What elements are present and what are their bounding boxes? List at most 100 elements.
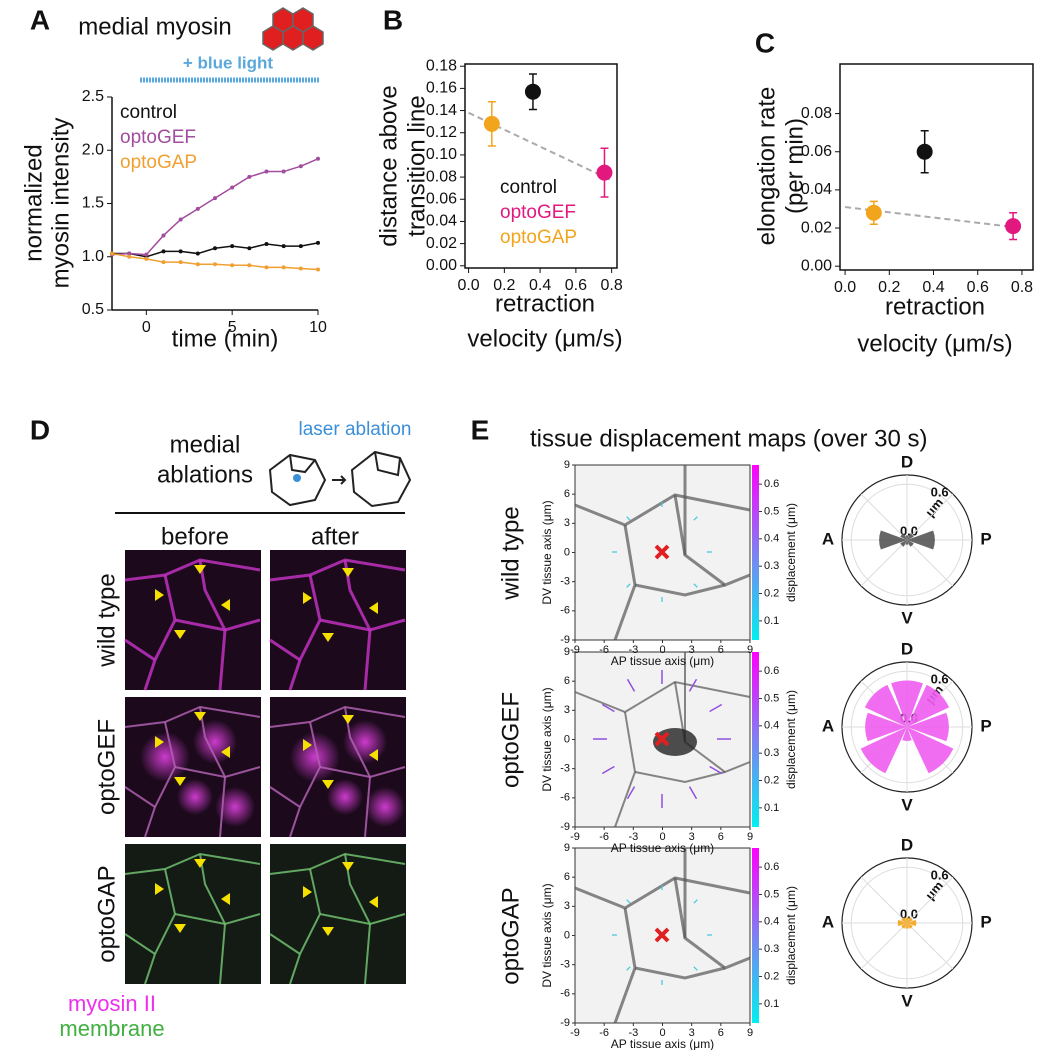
colorbar-tick-label: 0.4 [764,720,779,732]
blob [365,787,405,827]
colorbar-tick-label: 0.6 [764,861,779,873]
colorbar-tick-label: 0.2 [764,970,779,982]
y-tick-label: -9 [560,821,570,833]
annotation: + blue light [183,53,274,72]
y-tick-label: 0 [564,733,570,745]
column-label: before [161,523,229,550]
line-point [316,240,320,245]
colorbar-tick-label: 0.5 [764,888,779,900]
y-tick-label: -3 [560,576,570,588]
image-bg [270,550,406,690]
displacement-arrow [693,516,698,521]
displacement-arrow [601,765,615,775]
y-axis-label: transition line [403,95,430,236]
row-label: wild type [93,573,120,667]
image-bg [125,844,261,984]
direction-label: P [980,529,991,548]
micrograph [124,550,261,691]
ablation-mark [654,544,670,560]
arrowhead [174,777,186,786]
line-point [144,252,149,257]
cell-edge [124,852,261,875]
colorbar-tick-label: 0.2 [764,587,779,599]
line-point [298,244,303,249]
colorbar-tick-label: 0.4 [764,916,779,928]
y-axis-label: DV tissue axis (μm) [540,883,554,987]
line-point [213,262,217,267]
micrograph [269,697,406,838]
arrowhead [221,893,230,905]
arrowhead [174,924,186,933]
axes-frame [464,63,618,269]
y-tick-label: 6 [564,488,570,500]
y-tick-label: 0.00 [801,257,832,274]
cell-edge [199,706,227,838]
arrowhead [322,780,334,789]
x-tick-label: 0 [659,644,665,656]
x-axis-label: retraction [885,293,985,320]
y-tick-label: 0.06 [801,143,832,160]
x-tick-label: 0.0 [834,279,856,296]
hexagon-icon [262,7,324,51]
legend-entry: optoGEF [500,202,576,223]
y-tick-label: 0.16 [426,80,457,97]
displacement-arrow [626,583,631,588]
y-tick-label: 0.14 [426,102,457,119]
row-label: optoGAP [93,865,120,962]
blob [327,779,363,815]
x-tick-label: 9 [747,831,753,843]
line-point [298,266,303,271]
arrowhead [194,859,206,868]
cell-edge [289,868,322,985]
panel-letter: A [30,4,50,35]
axes-frame [839,63,1034,271]
arrowhead [194,565,206,574]
x-tick-label: 0.2 [878,279,900,296]
y-axis-label: (per min) [781,118,808,214]
point [865,204,882,221]
direction-label: A [822,912,834,931]
cell-edge [269,786,301,808]
polar-sector [901,923,907,929]
cell-edge [198,559,227,691]
point [1005,218,1022,235]
displacement-arrow [601,703,615,713]
row-label: optoGEF [497,692,524,788]
point [483,115,500,132]
polar-sector [907,533,914,540]
direction-label: V [901,795,913,814]
y-tick-label: 0.02 [801,219,832,236]
polar-sector [907,540,914,547]
micrograph [269,550,406,691]
line-point [264,265,269,270]
y-tick-label: -3 [560,959,570,971]
line-point [316,267,320,272]
x-tick-label: 0.6 [967,279,989,296]
arrowhead [369,896,378,908]
arrowhead [369,749,378,761]
membrane-trace [634,771,726,784]
arrowhead [342,568,354,577]
polar-sector [907,727,954,774]
displacement-arrow [626,899,631,904]
y-tick-label: 3 [564,517,570,529]
direction-label: D [901,452,913,471]
colorbar-tick-label: 0.3 [764,943,779,955]
x-tick-label: 6 [718,831,724,843]
y-axis-label: normalized [20,144,47,261]
row-label: optoGAP [497,887,524,984]
direction-label: A [822,529,834,548]
trend-line [468,111,613,182]
cell-edge [269,705,406,728]
cell-edge [269,852,406,875]
displacement-arrow [626,786,636,800]
arrowhead [155,883,164,895]
y-axis-label: DV tissue axis (μm) [540,687,554,791]
y-tick-label: -9 [560,634,570,646]
polar-sector [901,917,907,923]
y-axis-label: DV tissue axis (μm) [540,500,554,604]
row-label: optoGEF [93,719,120,815]
x-tick-label: 6 [718,1027,724,1039]
cell-edge [289,721,322,838]
y-axis-label: myosin intensity [47,118,74,289]
